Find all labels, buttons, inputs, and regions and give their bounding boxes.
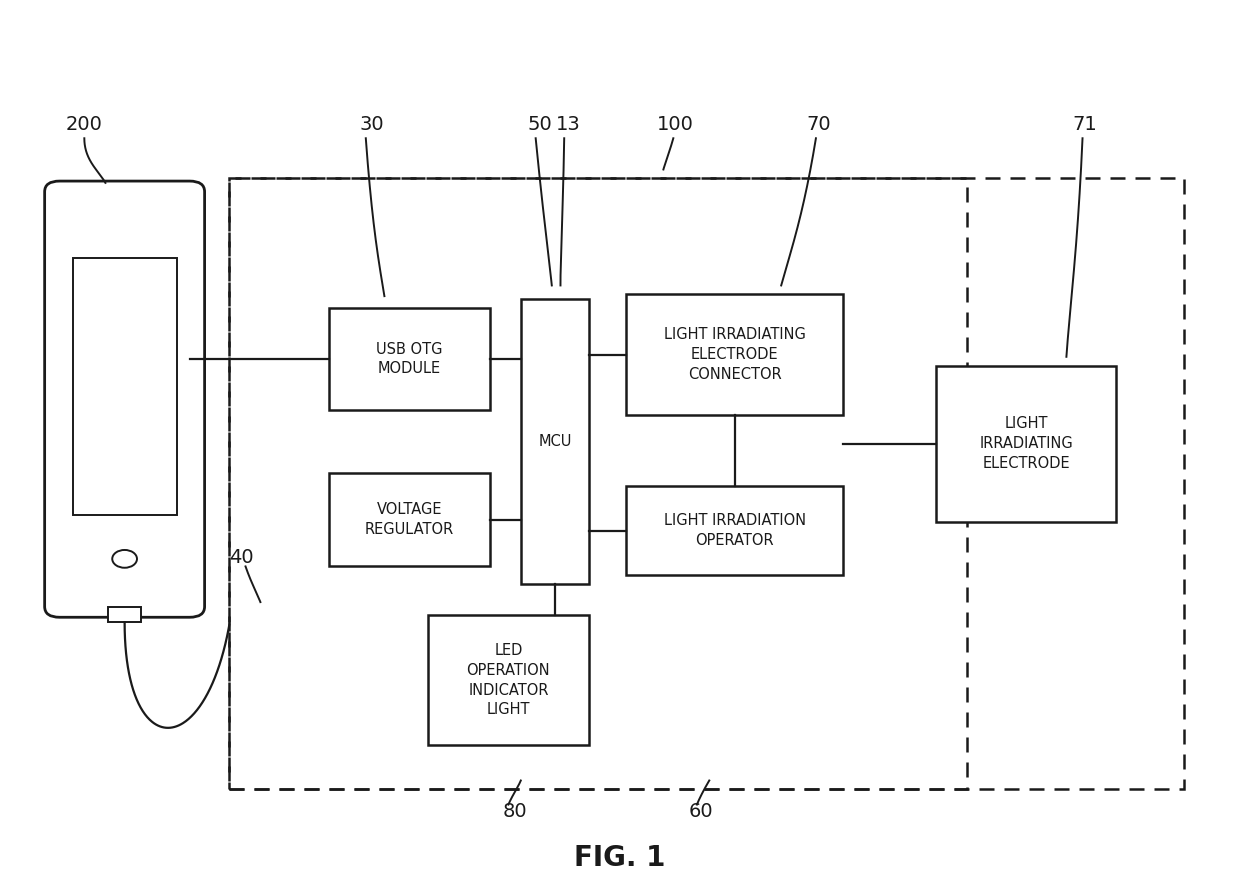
Text: 60: 60 xyxy=(688,802,713,822)
Text: 50: 50 xyxy=(527,115,552,135)
Bar xyxy=(229,178,1184,789)
Bar xyxy=(428,615,589,745)
Bar xyxy=(329,473,490,566)
Bar xyxy=(329,308,490,410)
Text: USB OTG
MODULE: USB OTG MODULE xyxy=(376,342,443,376)
Bar xyxy=(936,366,1116,522)
Text: 200: 200 xyxy=(66,115,103,135)
Bar xyxy=(72,258,177,516)
Text: LIGHT IRRADIATION
OPERATOR: LIGHT IRRADIATION OPERATOR xyxy=(663,513,806,549)
Bar xyxy=(626,486,843,575)
Bar xyxy=(108,607,141,623)
Text: MCU: MCU xyxy=(538,434,572,449)
Text: 100: 100 xyxy=(657,115,694,135)
Text: 71: 71 xyxy=(1073,115,1097,135)
Text: 40: 40 xyxy=(229,548,254,567)
Text: VOLTAGE
REGULATOR: VOLTAGE REGULATOR xyxy=(365,502,454,537)
Text: 70: 70 xyxy=(806,115,831,135)
Text: LED
OPERATION
INDICATOR
LIGHT: LED OPERATION INDICATOR LIGHT xyxy=(466,643,551,717)
Text: 30: 30 xyxy=(360,115,384,135)
Text: LIGHT IRRADIATING
ELECTRODE
CONNECTOR: LIGHT IRRADIATING ELECTRODE CONNECTOR xyxy=(663,327,806,382)
Text: FIG. 1: FIG. 1 xyxy=(574,844,666,872)
Text: LIGHT
IRRADIATING
ELECTRODE: LIGHT IRRADIATING ELECTRODE xyxy=(980,417,1073,471)
FancyBboxPatch shape xyxy=(45,181,205,617)
Bar xyxy=(229,178,967,789)
Bar xyxy=(521,299,589,584)
Bar xyxy=(626,294,843,415)
Text: 80: 80 xyxy=(502,802,527,822)
Text: 13: 13 xyxy=(556,115,580,135)
